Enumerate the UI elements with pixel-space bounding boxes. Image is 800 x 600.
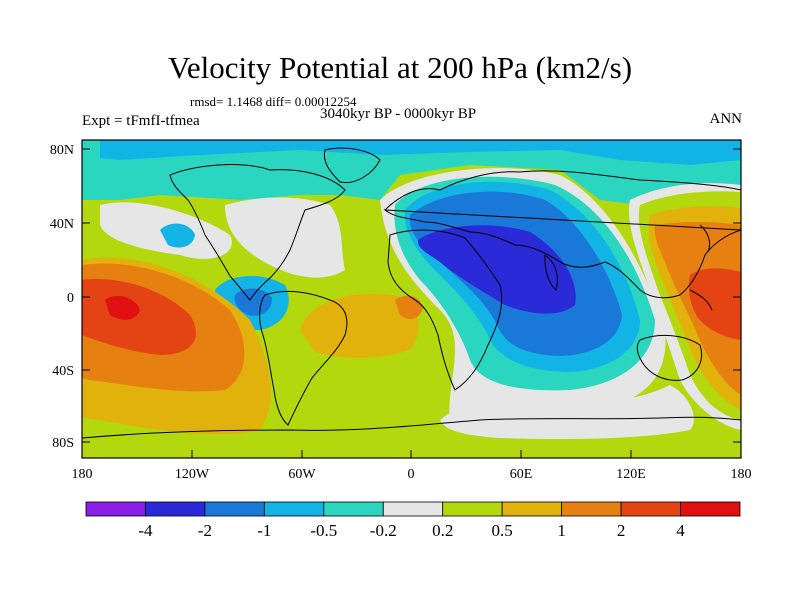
- season-label: ANN: [709, 111, 743, 127]
- colorbar-swatch: [501, 501, 563, 517]
- colorbar-label: -4: [138, 521, 153, 540]
- band-blue-camerica: [234, 288, 272, 316]
- period-label: 3040kyr BP - 0000kyr BP: [320, 106, 477, 122]
- colorbar-swatch: [620, 501, 681, 517]
- colorbar-label: 2: [617, 521, 626, 540]
- colorbar-label: 1: [557, 521, 566, 540]
- band-red-epacific: [105, 295, 140, 320]
- coast-australia: [636, 335, 703, 381]
- coast-islands: [689, 224, 713, 311]
- colorbar-swatch: [561, 501, 622, 517]
- colorbar: [85, 501, 741, 517]
- colorbar-label: -0.5: [310, 521, 337, 540]
- lat-tick-labels: 80N 40N 0 40S 80S: [50, 143, 74, 451]
- lat-label: 40N: [50, 217, 74, 232]
- stats-label: rmsd= 1.1468 diff= 0.00012254: [190, 94, 357, 109]
- lat-tick-marks: [82, 148, 741, 443]
- lat-label: 0: [67, 291, 74, 306]
- lat-label: 80S: [52, 436, 74, 451]
- coast-india: [544, 254, 558, 291]
- lon-label: 0: [408, 467, 415, 482]
- band-white-namerica: [225, 197, 345, 278]
- colorbar-label: -0.2: [370, 521, 397, 540]
- band-yellow-samerica: [300, 293, 419, 358]
- lat-label: 40S: [52, 364, 74, 379]
- map-title: Velocity Potential at 200 hPa (km2/s): [167, 50, 633, 85]
- coast-antarctica: [82, 416, 741, 439]
- colorbar-swatch: [382, 501, 444, 517]
- coast-africa: [387, 229, 503, 391]
- colorbar-swatch: [680, 501, 741, 517]
- colorbar-label: -2: [198, 521, 212, 540]
- colorbar-label: -1: [257, 521, 271, 540]
- band-lightblue-pacific: [160, 223, 195, 248]
- colorbar-label: 4: [676, 521, 685, 540]
- band-orange-atlantic: [395, 295, 423, 320]
- coast-north-america: [169, 164, 346, 301]
- band-lightblue-north: [100, 140, 741, 165]
- lat-label: 80N: [50, 143, 74, 158]
- colorbar-swatch: [85, 501, 146, 517]
- colorbar-swatch: [145, 501, 206, 517]
- experiment-label: Expt = tFmfI-tfmea: [82, 113, 200, 129]
- coast-greenland: [323, 147, 381, 184]
- lon-label: 120E: [616, 467, 646, 482]
- lon-label: 60E: [510, 467, 533, 482]
- band-darkblue-africa: [417, 225, 576, 314]
- colorbar-swatch: [323, 501, 384, 517]
- lon-label: 180: [731, 467, 752, 482]
- coast-eurasia: [383, 170, 741, 299]
- lon-tick-labels: 180 120W 60W 0 60E 120E 180: [72, 467, 752, 482]
- band-white-southern: [440, 385, 694, 440]
- colorbar-swatch: [204, 501, 265, 517]
- colorbar-labels: -4 -2 -1 -0.5 -0.2 0.2 0.5 1 2 4: [138, 521, 685, 540]
- lon-label: 60W: [288, 467, 316, 482]
- colorbar-swatch: [263, 501, 325, 517]
- lon-label: 180: [72, 467, 93, 482]
- contour-field: [82, 140, 741, 458]
- lon-tick-marks: [81, 450, 742, 458]
- band-cyan-north: [82, 140, 741, 205]
- coast-south-america: [259, 290, 348, 426]
- colorbar-label: 0.2: [432, 521, 453, 540]
- coastlines: [82, 147, 741, 439]
- colorbar-swatch: [442, 501, 503, 517]
- colorbar-label: 0.5: [492, 521, 513, 540]
- lon-label: 120W: [175, 467, 210, 482]
- band-darkorange-wpacific: [688, 268, 741, 340]
